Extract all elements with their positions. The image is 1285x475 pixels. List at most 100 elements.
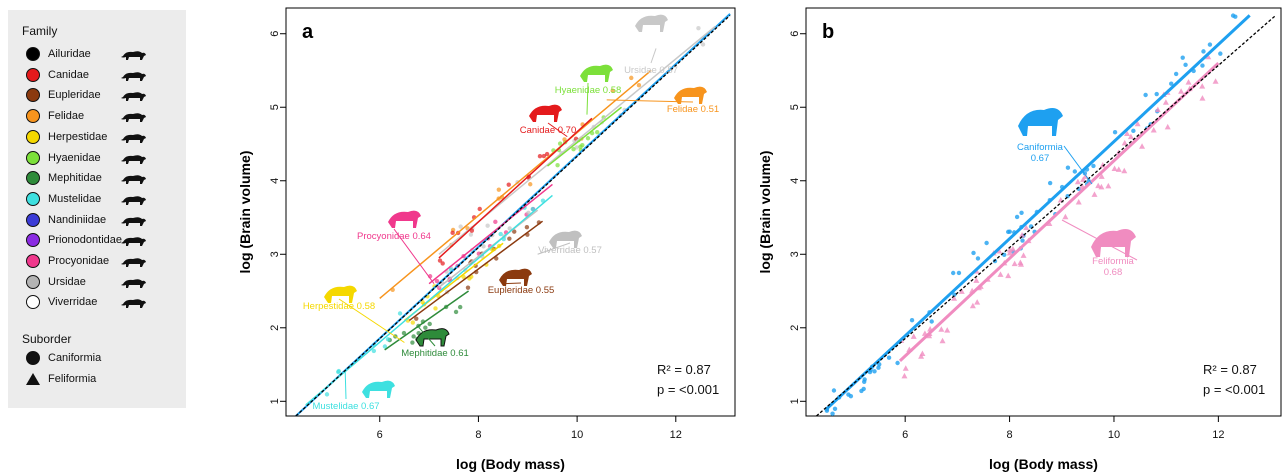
legend-label: Nandiniidae [48, 213, 107, 226]
legend-label: Prionodontidae [48, 234, 123, 247]
y-tick-label: 4 [269, 178, 281, 184]
y-tick-label: 3 [269, 251, 281, 257]
legend-swatch [26, 212, 40, 227]
data-point [1185, 79, 1192, 85]
legend-label: Hyaenidae [48, 151, 101, 164]
data-point [629, 75, 634, 81]
data-point [507, 236, 512, 241]
legend-swatch [26, 47, 40, 61]
series-label-mephitidae: Mephitidae 0.61 [401, 348, 469, 359]
plot-frame [285, 7, 736, 417]
circle-marker-icon [26, 351, 40, 365]
series-label-herpestidae: Herpestidae 0.58 [303, 301, 375, 312]
x-axis-title: log (Body mass) [989, 456, 1098, 472]
data-point [1105, 182, 1112, 189]
legend-label: Mustelidae [48, 192, 102, 205]
legend-swatch [26, 295, 40, 310]
x-axis-title: log (Body mass) [456, 456, 565, 472]
data-point [1115, 166, 1122, 172]
data-point [975, 256, 981, 261]
data-point [984, 240, 989, 246]
data-point [1233, 14, 1238, 19]
legend-swatch [26, 109, 40, 124]
hyaenidae-silhouette-icon [580, 64, 613, 82]
data-point [1183, 62, 1188, 68]
legend-label: Felidae [48, 110, 85, 123]
data-point [1006, 249, 1013, 256]
data-point [562, 137, 567, 142]
data-point [1169, 81, 1174, 86]
mongoose-icon [120, 130, 148, 144]
data-point [944, 327, 951, 333]
legend-item-ailuridae: Ailuridae [26, 44, 148, 64]
data-point [544, 151, 550, 157]
data-point [877, 362, 882, 367]
data-point [1023, 224, 1030, 231]
x-tick-label: 8 [1007, 429, 1013, 441]
data-point [1124, 130, 1131, 136]
triangle-marker-icon [26, 372, 40, 385]
data-point [580, 142, 585, 148]
data-point [1009, 245, 1016, 252]
y-tick-label: 1 [789, 398, 801, 404]
data-point [1091, 191, 1098, 197]
legend-label: Ursidae [48, 275, 86, 288]
procyonidae-silhouette-icon [388, 210, 421, 228]
data-point [1121, 167, 1128, 174]
legend-suborder-title: Suborder [22, 332, 72, 346]
data-point [1065, 165, 1071, 170]
data-point [1173, 71, 1179, 77]
data-point [410, 340, 415, 345]
data-point [876, 365, 881, 370]
bear-icon [120, 275, 148, 289]
data-point [427, 321, 432, 327]
data-point [1180, 55, 1185, 60]
series-label-ursidae: Ursidae 0.57 [624, 65, 678, 76]
wolf-silhouette-icon [1018, 108, 1063, 136]
data-point [1199, 83, 1206, 89]
x-tick-label: 12 [1212, 429, 1224, 441]
panel-letter: b [822, 21, 834, 43]
plot-area [816, 13, 1277, 416]
y-tick-label: 1 [269, 398, 281, 404]
data-point [610, 88, 615, 93]
data-point [457, 304, 463, 310]
data-point [872, 369, 877, 374]
data-point [886, 355, 892, 360]
data-point [506, 182, 511, 187]
data-point [397, 311, 403, 316]
x-tick-label: 10 [1108, 429, 1120, 441]
data-point [528, 182, 533, 187]
lion-silhouette-icon [1091, 229, 1136, 257]
data-point [1154, 91, 1159, 97]
legend-item-mustelidae: Mustelidae [26, 189, 148, 209]
regression-line-canidae [438, 117, 593, 259]
legend-item-canidae: Canidae [26, 65, 148, 85]
data-point [1062, 213, 1069, 220]
legend-label: Mephitidae [48, 172, 102, 185]
x-tick-label: 10 [571, 429, 583, 441]
data-point [1017, 259, 1024, 265]
legend-item-caniformia: Caniformia [26, 348, 120, 368]
x-tick-label: 8 [475, 429, 481, 441]
data-point [336, 369, 341, 375]
p-value-label: p = <0.001 [1203, 382, 1265, 397]
legend-item-eupleridae: Eupleridae [26, 85, 148, 105]
series-label-hyaenidae: Hyaenidae 0.58 [555, 85, 622, 96]
data-point [411, 334, 416, 339]
data-point [956, 270, 962, 276]
data-point [1072, 169, 1078, 174]
data-point [1212, 78, 1219, 84]
x-tick-label: 12 [670, 429, 682, 441]
regression-line-hyaenidae [547, 106, 622, 167]
y-tick-label: 6 [789, 31, 801, 37]
palm-civet-icon [120, 213, 148, 227]
data-point [1098, 173, 1105, 179]
data-point [382, 344, 388, 349]
hyena-icon [120, 151, 148, 165]
y-tick-label: 2 [789, 325, 801, 331]
